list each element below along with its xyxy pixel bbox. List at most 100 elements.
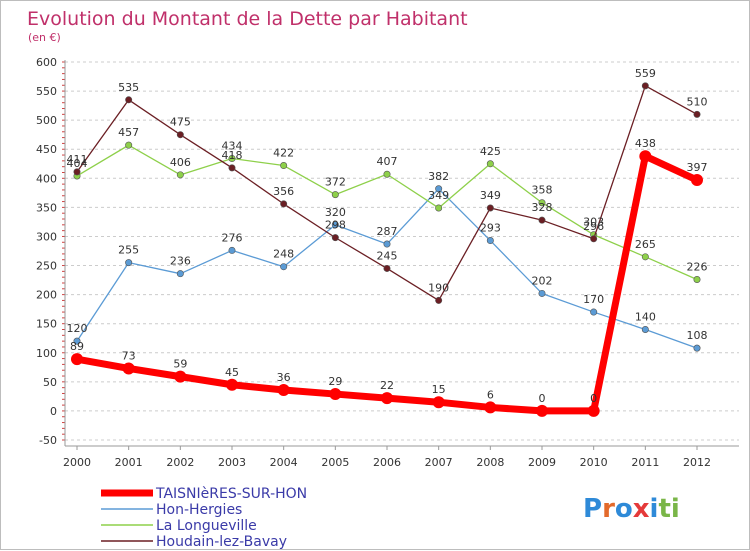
data-point	[590, 235, 598, 243]
legend-label: TAISNIèRES-SUR-HON	[155, 486, 307, 502]
data-point	[383, 240, 391, 248]
data-label: 422	[273, 147, 294, 160]
data-label: 407	[377, 155, 398, 168]
data-point	[174, 370, 187, 383]
data-point	[331, 234, 339, 242]
y-tick-label: 600	[36, 56, 57, 69]
data-point	[122, 362, 135, 375]
data-label: 287	[377, 225, 398, 238]
data-point	[693, 110, 701, 118]
x-tick-label: 2012	[683, 456, 711, 469]
data-label: 170	[583, 293, 604, 306]
x-tick-label: 2000	[63, 456, 91, 469]
data-point	[435, 204, 443, 212]
y-tick-label: 50	[43, 376, 57, 389]
y-tick-label: 250	[36, 260, 57, 273]
data-label: 226	[687, 260, 708, 273]
y-tick-label: 0	[50, 405, 57, 418]
data-label: 510	[687, 95, 708, 108]
data-label: 120	[67, 322, 88, 335]
data-point	[280, 162, 288, 170]
data-point	[228, 155, 236, 163]
data-label: 236	[170, 255, 191, 268]
data-label: 276	[222, 231, 243, 244]
data-point	[280, 200, 288, 208]
data-label: 328	[532, 201, 553, 214]
data-label: 15	[432, 383, 446, 396]
data-point	[383, 170, 391, 178]
x-tick-label: 2006	[373, 456, 401, 469]
data-point	[228, 164, 236, 172]
data-point	[590, 308, 598, 316]
x-tick-label: 2005	[321, 456, 349, 469]
data-label: 559	[635, 67, 656, 80]
data-point	[538, 216, 546, 224]
proxiti-logo: Proxiti	[583, 494, 680, 524]
data-point	[71, 353, 83, 366]
data-point	[587, 404, 600, 417]
x-tick-label: 2007	[425, 456, 453, 469]
data-label: 438	[635, 137, 656, 150]
data-point	[125, 96, 133, 104]
data-point	[176, 270, 184, 278]
data-point	[641, 82, 649, 90]
data-point	[536, 404, 548, 417]
data-label: 349	[428, 189, 449, 202]
data-point	[432, 396, 445, 409]
y-tick-label: 350	[36, 201, 57, 214]
data-label: 382	[428, 170, 449, 183]
data-point	[641, 326, 649, 334]
data-label: 404	[67, 157, 88, 170]
data-label: 296	[583, 220, 604, 233]
data-label: 411	[67, 153, 88, 166]
data-label: 59	[173, 358, 187, 371]
data-label: 255	[118, 244, 139, 257]
grid	[65, 61, 739, 441]
y-tick-label: 550	[36, 85, 57, 98]
x-tick-label: 2009	[528, 456, 556, 469]
data-point	[693, 344, 701, 352]
y-tick-label: 150	[36, 318, 57, 331]
axes: -500501001502002503003504004505005506002…	[36, 56, 739, 469]
data-label: 36	[277, 371, 291, 384]
data-point	[176, 131, 184, 139]
data-label: 320	[325, 206, 346, 219]
data-label: 6	[487, 388, 494, 401]
legend-label: Hon-Hergies	[156, 502, 242, 518]
data-label: 245	[377, 249, 398, 262]
data-point	[693, 275, 701, 283]
y-tick-label: 100	[36, 347, 57, 360]
data-point	[125, 259, 133, 267]
x-tick-label: 2010	[580, 456, 608, 469]
data-label: 425	[480, 145, 501, 158]
data-label: 89	[70, 340, 84, 353]
legend-label: Houdain-lez-Bavay	[156, 534, 287, 550]
data-label: 356	[273, 185, 294, 198]
series-line	[76, 152, 699, 415]
data-point	[639, 150, 652, 163]
legend-label: La Longueville	[156, 518, 257, 534]
data-point	[383, 264, 391, 272]
data-label: 22	[380, 379, 394, 392]
x-tick-label: 2011	[631, 456, 659, 469]
data-label: 298	[325, 219, 346, 232]
data-point	[280, 263, 288, 271]
data-label: 73	[122, 349, 136, 362]
data-point	[329, 388, 342, 401]
data-label: 140	[635, 311, 656, 324]
data-point	[331, 221, 339, 229]
data-point	[228, 246, 236, 254]
data-point	[435, 185, 443, 193]
data-label: 248	[273, 248, 294, 261]
data-point	[486, 160, 494, 168]
data-point	[691, 174, 703, 187]
x-tick-label: 2001	[115, 456, 143, 469]
data-label: 535	[118, 81, 139, 94]
y-tick-label: 500	[36, 114, 57, 127]
data-point	[381, 392, 393, 405]
data-label: 202	[532, 274, 553, 287]
data-label: 190	[428, 281, 449, 294]
data-label: 265	[635, 238, 656, 251]
data-point	[486, 204, 494, 212]
